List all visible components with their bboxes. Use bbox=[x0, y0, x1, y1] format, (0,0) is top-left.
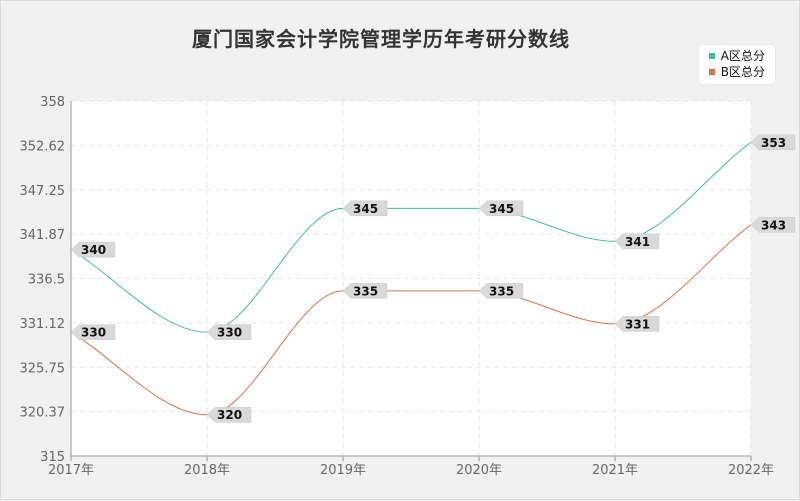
data-label-box bbox=[614, 316, 660, 332]
data-label: 343 bbox=[761, 218, 786, 232]
data-label-box bbox=[478, 200, 524, 217]
x-tick-label: 2018年 bbox=[184, 463, 230, 478]
y-tick-label: 347.25 bbox=[20, 184, 66, 199]
legend-label-a: A区总分 bbox=[720, 49, 765, 63]
data-label: 345 bbox=[489, 202, 514, 216]
legend: A区总分 B区总分 bbox=[698, 45, 775, 84]
data-label-box bbox=[750, 217, 796, 233]
legend-label-b: B区总分 bbox=[720, 65, 765, 79]
y-tick-label: 325.75 bbox=[20, 361, 66, 376]
data-label: 330 bbox=[217, 326, 242, 340]
data-label: 345 bbox=[353, 202, 378, 216]
data-label-box bbox=[70, 324, 116, 340]
data-label: 330 bbox=[81, 326, 106, 340]
legend-item-a[interactable]: A区总分 bbox=[708, 48, 765, 64]
data-label-box bbox=[206, 406, 252, 423]
x-tick-label: 2017年 bbox=[48, 463, 94, 478]
y-tick-label: 336.5 bbox=[28, 273, 65, 288]
legend-item-b[interactable]: B区总分 bbox=[708, 64, 765, 80]
chart-title: 厦门国家会计学院管理学历年考研分数线 bbox=[192, 27, 570, 51]
y-tick-label: 352.62 bbox=[20, 139, 66, 154]
data-label: 320 bbox=[217, 408, 242, 422]
data-label: 335 bbox=[489, 284, 514, 298]
data-label: 340 bbox=[81, 243, 106, 257]
legend-swatch-a bbox=[708, 53, 715, 59]
y-tick-label: 358 bbox=[40, 95, 65, 110]
data-label-box bbox=[342, 283, 388, 299]
data-label: 341 bbox=[625, 235, 650, 249]
data-label: 335 bbox=[353, 284, 378, 298]
data-label-box bbox=[750, 134, 796, 151]
x-tick-label: 2021年 bbox=[592, 463, 638, 478]
data-label: 353 bbox=[761, 136, 786, 150]
y-tick-label: 320.37 bbox=[20, 406, 66, 421]
data-label-box bbox=[70, 241, 116, 258]
data-label-box bbox=[614, 233, 660, 250]
y-tick-label: 341.87 bbox=[20, 228, 66, 243]
data-label-box bbox=[206, 324, 252, 340]
x-tick-label: 2022年 bbox=[728, 463, 774, 478]
plot-area bbox=[71, 101, 751, 456]
data-label-box bbox=[478, 283, 524, 299]
legend-swatch-b bbox=[708, 69, 715, 75]
y-tick-label: 315 bbox=[40, 450, 65, 465]
y-tick-label: 331.12 bbox=[20, 317, 66, 332]
x-tick-label: 2019年 bbox=[320, 463, 366, 478]
x-tick-label: 2020年 bbox=[456, 463, 502, 478]
data-label: 331 bbox=[625, 317, 650, 331]
data-label-box bbox=[342, 200, 388, 217]
